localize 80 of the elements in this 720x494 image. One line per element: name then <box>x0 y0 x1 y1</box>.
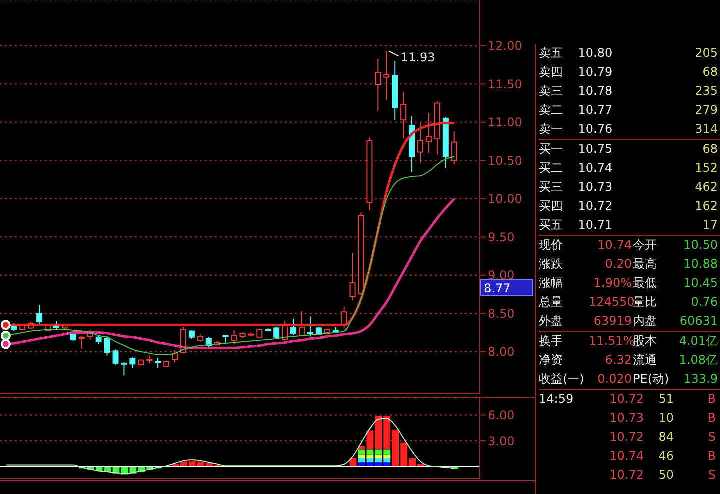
text: 84 <box>658 429 675 446</box>
y-tick-label: 12.00 <box>488 39 522 54</box>
text: 124550 <box>589 294 635 311</box>
text: 51 <box>658 391 675 408</box>
y-tick-label: 6.00 <box>488 408 515 422</box>
text: 换手 <box>539 333 564 350</box>
text: 10.72 <box>608 429 645 446</box>
text: 152 <box>694 160 719 177</box>
text: 133.9 <box>682 371 719 388</box>
text: S <box>707 429 717 446</box>
text: 买一 10.75 <box>539 142 613 156</box>
text: 10.72 <box>608 467 645 484</box>
text: 买四 10.72 <box>539 199 613 213</box>
text: B <box>706 410 717 427</box>
text: 股本 <box>633 333 658 350</box>
text: 60631 <box>678 313 719 330</box>
text: 462 <box>694 179 719 196</box>
text: 收益(一) <box>539 371 586 388</box>
text: 50 <box>658 467 675 484</box>
text: 最低 <box>633 275 658 292</box>
text: 卖一 10.76 <box>539 122 613 136</box>
text: 0.20 <box>604 256 633 273</box>
text: 17 <box>702 217 719 234</box>
text: 流通 <box>633 352 658 369</box>
text: 10.73 <box>608 410 645 427</box>
text: 10.72 <box>608 391 645 408</box>
annotation: 11.93 <box>400 50 436 64</box>
text: 14:59 <box>539 391 575 408</box>
text: 6.32 <box>604 352 633 369</box>
text: 买二 10.74 <box>539 161 613 175</box>
y-tick-label: 3.00 <box>488 434 515 448</box>
text: B <box>706 448 717 465</box>
y-tick-label: 10.50 <box>488 154 522 168</box>
text: 内盘 <box>633 313 658 330</box>
text: 涨跌 <box>539 256 564 273</box>
text: 买五 10.71 <box>539 218 613 232</box>
text: 68 <box>702 64 719 81</box>
text: 卖五 10.80 <box>539 46 613 60</box>
text: 279 <box>694 102 719 119</box>
text: 最高 <box>633 256 658 273</box>
text: 10.88 <box>682 256 719 273</box>
y-tick-label: 11.00 <box>488 116 522 130</box>
text: 现价 <box>539 237 564 254</box>
text: 买三 10.73 <box>539 180 613 194</box>
text: 外盘 <box>539 313 564 330</box>
text: 4.01亿 <box>678 333 719 350</box>
text: 0.76 <box>690 294 719 311</box>
text: S <box>707 467 717 484</box>
y-tick-label: 10.00 <box>488 192 522 206</box>
text: 总量 <box>539 294 564 311</box>
text: PE(动) <box>633 371 670 388</box>
text: B <box>706 391 717 408</box>
text: 46 <box>658 448 675 465</box>
y-tick-label: 11.50 <box>488 77 522 92</box>
text: 净资 <box>539 352 564 369</box>
y-tick-label: 9.00 <box>488 268 515 283</box>
text: 8.77 <box>484 282 511 296</box>
y-tick-label: 8.00 <box>488 345 515 360</box>
text: 205 <box>694 45 719 62</box>
text: 1.08亿 <box>678 352 719 369</box>
y-tick-label: 8.50 <box>488 306 515 321</box>
text: 10.50 <box>682 237 719 254</box>
text: 1.90% <box>592 275 633 292</box>
text: 63919 <box>592 313 633 330</box>
text: 10.74 <box>608 448 645 465</box>
text: 量比 <box>633 294 658 311</box>
text: 0.020 <box>596 371 633 388</box>
text: 卖二 10.77 <box>539 103 613 117</box>
text: 162 <box>694 198 719 215</box>
text: 卖四 10.79 <box>539 65 613 79</box>
text: 卖三 10.78 <box>539 84 613 98</box>
text: 涨幅 <box>539 275 564 292</box>
text: 68 <box>702 141 719 158</box>
text: 235 <box>694 83 719 100</box>
text: 10.74 <box>596 237 633 254</box>
text: 314 <box>694 121 719 138</box>
y-tick-label: 9.50 <box>488 230 515 244</box>
text: 今开 <box>633 237 658 254</box>
text: 10.45 <box>682 275 719 292</box>
text: 10 <box>658 410 675 427</box>
